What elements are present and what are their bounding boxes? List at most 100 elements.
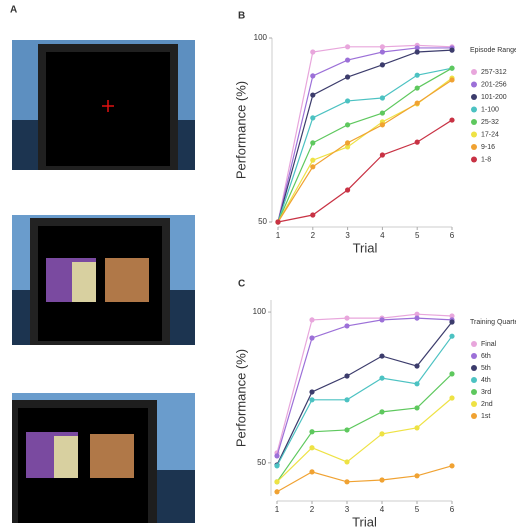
point	[379, 317, 385, 323]
point	[274, 463, 280, 469]
point	[379, 152, 385, 158]
x-tick-label: 2	[310, 505, 315, 514]
y-tick-label: 50	[257, 458, 266, 467]
legend-label: 4th	[481, 377, 491, 384]
screen-image	[12, 393, 195, 523]
series-line	[276, 321, 453, 466]
series-line	[276, 317, 453, 457]
point	[449, 395, 455, 401]
x-tick-label: 4	[380, 505, 385, 514]
point	[309, 469, 315, 475]
point	[344, 427, 350, 433]
x-tick-label: 2	[311, 231, 316, 240]
legend-swatch	[471, 341, 477, 347]
point	[310, 164, 316, 170]
legend-title: Training Quarter	[470, 319, 516, 326]
series-line	[277, 47, 452, 223]
legend-label: 6th	[481, 353, 491, 360]
point	[309, 317, 315, 323]
point	[309, 429, 315, 435]
point	[379, 44, 385, 50]
series-line	[276, 465, 453, 493]
point	[414, 49, 420, 55]
point	[309, 397, 315, 403]
y-axis-label: Performance (%)	[233, 349, 248, 447]
point	[414, 473, 420, 479]
legend-swatch	[471, 389, 477, 395]
point	[414, 425, 420, 431]
series-line	[276, 373, 453, 483]
point	[344, 373, 350, 379]
legend-swatch	[471, 144, 477, 150]
legend-label: 1st	[481, 413, 490, 420]
point	[345, 57, 351, 63]
point	[309, 335, 315, 341]
point	[379, 353, 385, 359]
y-axis-label: Performance (%)	[233, 81, 248, 179]
panel-label: C	[238, 279, 245, 290]
legend-title: Episode Range	[470, 47, 516, 54]
point	[309, 389, 315, 395]
screen-image	[12, 40, 195, 170]
point	[379, 95, 385, 101]
point	[345, 98, 351, 104]
series-line	[276, 397, 453, 483]
point	[449, 319, 455, 325]
series-line	[277, 67, 453, 223]
point	[449, 47, 455, 53]
point	[414, 72, 420, 78]
legend-swatch	[471, 353, 477, 359]
legend-label: 101-200	[481, 94, 507, 101]
legend-label: 1-100	[481, 106, 499, 113]
point	[310, 212, 316, 218]
point	[379, 409, 385, 415]
x-tick-label: 6	[450, 505, 455, 514]
point	[309, 445, 315, 451]
point	[449, 65, 455, 71]
point	[414, 139, 420, 145]
legend-label: 17-24	[481, 131, 499, 138]
y-tick-label: 100	[254, 33, 268, 42]
point	[449, 333, 455, 339]
panel-label: A	[10, 5, 17, 16]
legend-label: 2nd	[481, 401, 493, 408]
point	[449, 463, 455, 469]
point	[449, 117, 455, 123]
point	[345, 122, 351, 128]
panel-label: B	[238, 11, 245, 22]
point	[344, 397, 350, 403]
point	[379, 375, 385, 381]
point	[310, 92, 316, 98]
point	[310, 49, 316, 55]
series-line	[276, 335, 453, 467]
legend-label: 5th	[481, 365, 491, 372]
legend-swatch	[471, 413, 477, 419]
point	[449, 77, 455, 83]
legend-label: 1-8	[481, 156, 491, 163]
point	[345, 44, 351, 50]
x-axis-label: Trial	[352, 514, 377, 528]
point	[274, 489, 280, 495]
legend-label: 257-312	[481, 69, 507, 76]
legend-label: 25-32	[481, 119, 499, 126]
legend-label: 9-16	[481, 144, 495, 151]
x-tick-label: 6	[450, 231, 455, 240]
series-line	[277, 44, 453, 223]
series-line	[276, 313, 453, 454]
point	[310, 157, 316, 163]
point	[414, 85, 420, 91]
point	[414, 363, 420, 369]
point	[344, 323, 350, 329]
point	[379, 110, 385, 116]
point	[310, 73, 316, 79]
point	[345, 187, 351, 193]
series-line	[277, 67, 453, 223]
legend-label: 201-256	[481, 81, 507, 88]
point	[379, 49, 385, 55]
y-tick-label: 100	[253, 307, 267, 316]
point	[344, 459, 350, 465]
point	[275, 219, 281, 225]
screen-image	[12, 215, 195, 345]
series-line	[277, 79, 453, 223]
